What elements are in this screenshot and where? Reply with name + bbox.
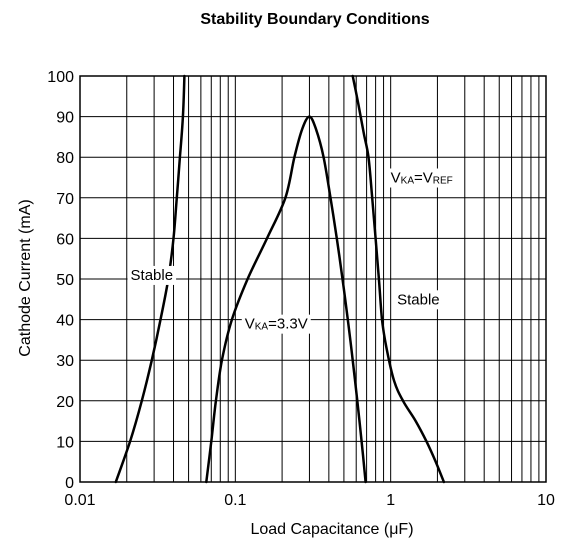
- boundary-curve-3: [351, 74, 446, 484]
- y-axis-label: Cathode Current (mA): [17, 199, 34, 356]
- plot-frame: [79, 75, 547, 483]
- y-tick-label: 60: [56, 231, 74, 248]
- y-tick-label: 20: [56, 394, 74, 411]
- x-axis-label: Load Capacitance (μF): [250, 521, 413, 538]
- y-tick-label: 80: [56, 150, 74, 167]
- annotation-text: Stable: [397, 291, 440, 308]
- annotation-background: [241, 314, 311, 334]
- grid: [79, 75, 547, 483]
- annotation-text: VKA=VREF: [391, 170, 453, 187]
- y-tick-label: 30: [56, 353, 74, 370]
- annotations: Stable Stable VKA=3.3V VKA=VREF: [127, 168, 456, 334]
- x-tick-label: 0.1: [224, 492, 246, 509]
- annotation-text: Stable: [131, 267, 174, 284]
- annotation-3: VKA=3.3V: [241, 314, 311, 334]
- x-tick-label: 1: [386, 492, 395, 509]
- y-tick-label: 70: [56, 191, 74, 208]
- y-tick-label: 90: [56, 110, 74, 127]
- y-tick-label: 100: [47, 69, 74, 86]
- y-tick-label: 50: [56, 272, 74, 289]
- chart-title: Stability Boundary Conditions: [200, 11, 429, 28]
- y-tick-label: 10: [56, 434, 74, 451]
- annotation-2: Stable: [394, 290, 443, 310]
- annotation-background: [387, 168, 456, 188]
- y-tick-label: 0: [65, 475, 74, 492]
- y-tick-label: 40: [56, 313, 74, 330]
- annotation-background: [127, 265, 177, 285]
- x-tick-label: 0.01: [64, 492, 95, 509]
- annotation-1: Stable: [127, 265, 177, 285]
- annotation-text: VKA=3.3V: [245, 316, 308, 333]
- annotation-background: [394, 290, 443, 310]
- boundary-curve-2: [205, 115, 367, 484]
- annotation-4: VKA=VREF: [387, 168, 456, 188]
- x-tick-label: 10: [537, 492, 555, 509]
